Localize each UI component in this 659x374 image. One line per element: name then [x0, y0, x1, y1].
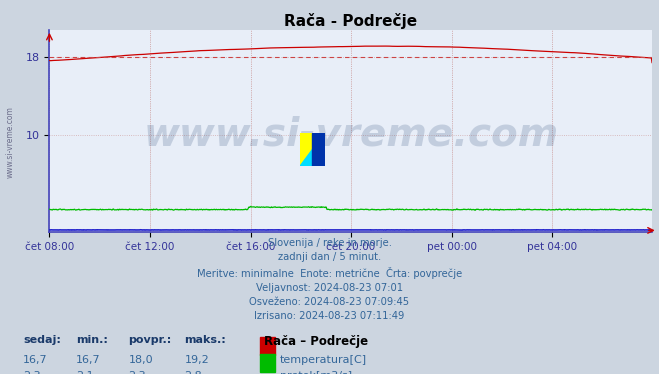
Text: 18,0: 18,0: [129, 355, 153, 365]
Text: www.si-vreme.com: www.si-vreme.com: [143, 116, 559, 154]
Text: 16,7: 16,7: [76, 355, 100, 365]
Text: sedaj:: sedaj:: [23, 335, 61, 345]
Bar: [260, 354, 275, 372]
Text: 2,3: 2,3: [129, 371, 146, 374]
Text: 19,2: 19,2: [185, 355, 210, 365]
Text: 16,7: 16,7: [23, 355, 47, 365]
Text: www.si-vreme.com: www.si-vreme.com: [5, 106, 14, 178]
Text: min.:: min.:: [76, 335, 107, 345]
Text: maks.:: maks.:: [185, 335, 226, 345]
Text: Rača – Podrečje: Rača – Podrečje: [264, 335, 368, 348]
Polygon shape: [300, 133, 325, 166]
Text: povpr.:: povpr.:: [129, 335, 172, 345]
Text: pretok[m3/s]: pretok[m3/s]: [280, 371, 352, 374]
Text: 2,1: 2,1: [76, 371, 94, 374]
Text: Slovenija / reke in morje.
zadnji dan / 5 minut.
Meritve: minimalne  Enote: metr: Slovenija / reke in morje. zadnji dan / …: [197, 238, 462, 321]
Text: temperatura[C]: temperatura[C]: [280, 355, 367, 365]
Polygon shape: [300, 133, 325, 166]
Polygon shape: [312, 133, 325, 166]
Title: Rača - Podrečje: Rača - Podrečje: [284, 13, 418, 29]
Text: 2,3: 2,3: [23, 371, 41, 374]
Text: 2,8: 2,8: [185, 371, 202, 374]
Bar: [260, 337, 275, 355]
